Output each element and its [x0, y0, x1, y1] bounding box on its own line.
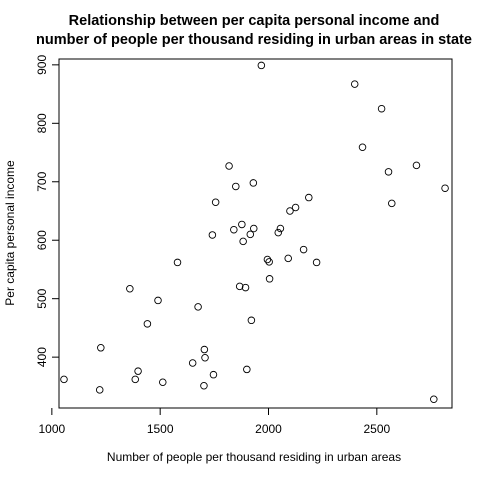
data-point: [131, 375, 140, 384]
data-point: [211, 198, 220, 206]
data-point: [249, 179, 258, 187]
data-point: [201, 353, 209, 362]
x-axis-label: Number of people per thousand residing i…: [107, 450, 401, 464]
data-point: [350, 80, 359, 88]
plot-frame: [58, 58, 453, 409]
y-tick-label: 600: [35, 230, 49, 250]
data-point: [154, 296, 162, 305]
data-point: [312, 258, 321, 267]
x-tick-label: 1000: [38, 422, 65, 436]
y-tick-label: 700: [35, 171, 49, 191]
y-axis-label: Per capita personal income: [3, 160, 17, 306]
data-point: [241, 283, 250, 292]
data-point: [173, 258, 182, 267]
data-point: [208, 231, 217, 239]
data-point: [265, 258, 273, 266]
data-point: [60, 375, 68, 384]
x-tick-label: 2500: [363, 422, 390, 436]
data-point: [430, 395, 438, 403]
chart-title-line-2: number of people per thousand residing i…: [36, 32, 472, 48]
data-point: [265, 275, 274, 283]
data-point: [235, 282, 244, 291]
data-point: [230, 225, 238, 234]
data-point: [97, 344, 105, 352]
y-tick-label: 900: [35, 55, 49, 75]
data-point: [243, 365, 251, 374]
y-axis: 400 500 600 700 800 900: [35, 55, 59, 367]
data-point: [159, 378, 167, 387]
data-point: [388, 199, 396, 208]
data-point: [305, 193, 313, 202]
data-point: [188, 359, 197, 367]
data-point: [238, 220, 246, 229]
data-point: [276, 224, 285, 233]
data-point: [126, 284, 134, 293]
x-tick-label: 2000: [255, 422, 282, 436]
data-point: [274, 228, 282, 237]
data-point: [412, 161, 421, 170]
data-point: [358, 143, 367, 152]
chart-title-line-1: Relationship between per capita personal…: [69, 13, 440, 29]
data-point: [200, 345, 209, 354]
data-point: [286, 207, 294, 215]
data-point: [257, 61, 266, 70]
data-point: [377, 104, 386, 113]
data-points: [60, 61, 449, 403]
data-point: [239, 237, 247, 246]
data-point: [200, 382, 208, 390]
x-axis: 1000 1500 2000 2500: [38, 408, 390, 436]
x-tick-label: 1500: [147, 422, 174, 436]
data-point: [134, 367, 142, 375]
data-point: [246, 230, 255, 239]
data-point: [209, 370, 218, 379]
data-point: [384, 168, 393, 176]
y-tick-label: 800: [35, 113, 49, 133]
data-point: [441, 184, 449, 192]
data-point: [263, 255, 272, 264]
data-point: [291, 203, 300, 212]
data-point: [299, 245, 308, 254]
data-point: [95, 386, 104, 394]
data-point: [247, 316, 256, 325]
data-point: [232, 182, 240, 191]
data-point: [284, 254, 292, 263]
data-point: [194, 303, 202, 311]
data-point: [225, 162, 233, 170]
data-point: [250, 224, 258, 233]
y-tick-label: 500: [35, 288, 49, 308]
data-point: [143, 320, 152, 328]
y-tick-label: 400: [35, 347, 49, 367]
